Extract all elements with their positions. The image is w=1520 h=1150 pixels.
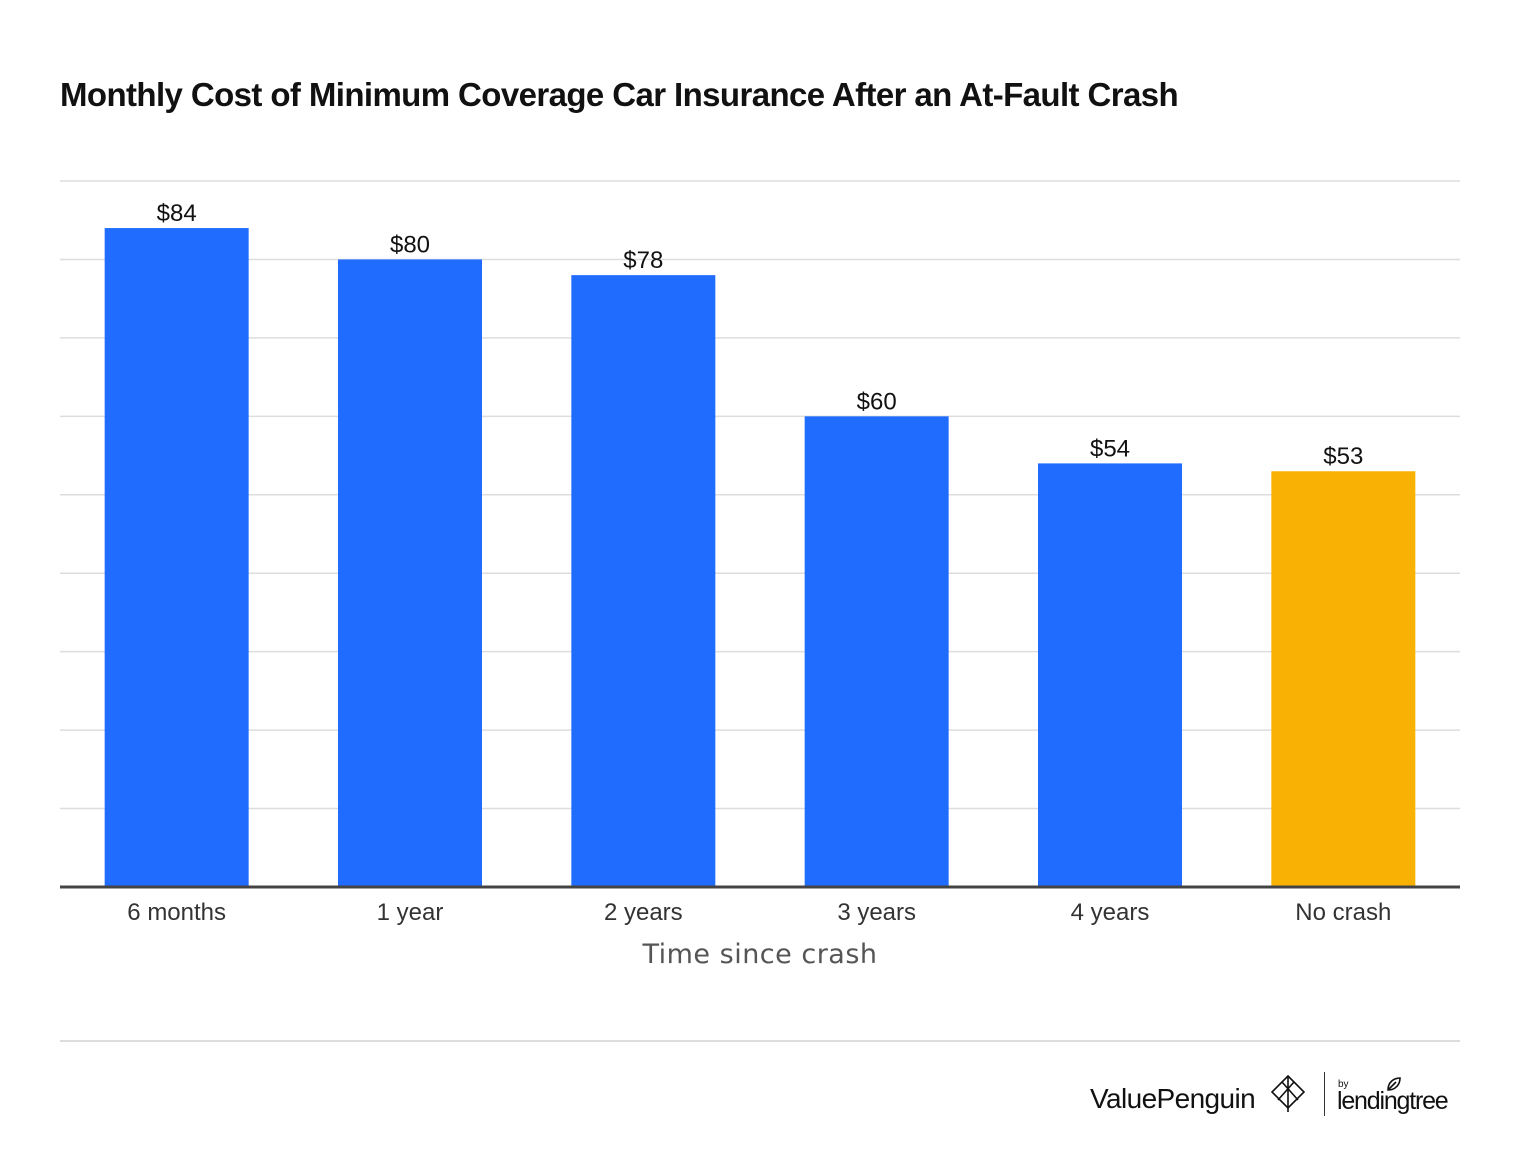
x-tick-labels: 6 months 1 year 2 years 3 years 4 years No cr… [127, 899, 1391, 926]
data-label: $78 [623, 247, 663, 274]
bar [104, 228, 249, 888]
valuepenguin-logo-text: ValuePenguin [1090, 1083, 1256, 1114]
x-axis-title: Time since crash [641, 939, 877, 970]
lendingtree-leaf-icon [1387, 1077, 1401, 1091]
value-labels: $84 $80 $78 $60 $54 $53 [157, 200, 1364, 470]
chart-title: Monthly Cost of Minimum Coverage Car Ins… [60, 76, 1179, 113]
bar [571, 275, 716, 888]
data-label: $80 [390, 231, 430, 258]
x-tick-label: 4 years [1071, 899, 1150, 926]
x-tick-label: 1 year [377, 899, 444, 926]
x-tick-label: No crash [1295, 899, 1391, 926]
bar [1271, 471, 1416, 887]
data-label: $84 [157, 200, 197, 227]
lendingtree-logo-text: lendingtree [1337, 1087, 1449, 1115]
valuepenguin-logo-icon [1270, 1074, 1306, 1112]
bar-chart: $84 $80 $78 $60 $54 $53 6 months 1 year 2 years… [60, 180, 1460, 970]
bar [804, 416, 949, 887]
x-tick-label: 2 years [604, 899, 683, 926]
brand-by-text: by [1338, 1079, 1349, 1090]
brand-divider [1324, 1072, 1325, 1116]
footer-divider [60, 1040, 1460, 1042]
data-label: $60 [857, 388, 897, 415]
gridlines [60, 180, 1460, 810]
bar [1038, 463, 1182, 887]
bars [104, 228, 1416, 888]
data-label: $53 [1323, 443, 1363, 470]
data-label: $54 [1090, 435, 1130, 462]
x-tick-label: 6 months [127, 899, 226, 926]
bar [338, 259, 482, 887]
x-tick-label: 3 years [837, 899, 916, 926]
brand-footer: ValuePenguin by lendingtree [1088, 1066, 1464, 1122]
